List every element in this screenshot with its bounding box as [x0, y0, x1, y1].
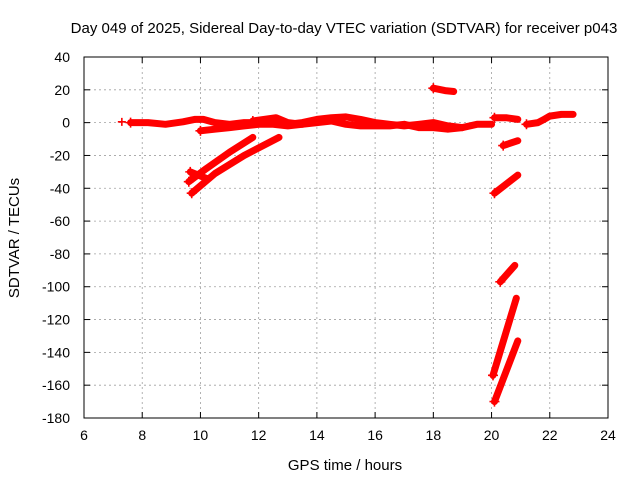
- y-tick-label: 40: [54, 49, 70, 65]
- chart-title: Day 049 of 2025, Sidereal Day-to-day VTE…: [71, 20, 618, 37]
- x-axis-label: GPS time / hours: [288, 457, 402, 474]
- axis-ticks: [83, 56, 609, 419]
- series-baseline-b: [195, 117, 466, 136]
- data-trace: [496, 261, 519, 286]
- y-axis-label: SDTVAR / TECUs: [6, 178, 23, 298]
- series-steep-2: [489, 337, 522, 407]
- x-tick-label: 14: [309, 427, 325, 443]
- y-tick-label: -20: [50, 147, 70, 163]
- trace-end-marker: [521, 119, 532, 130]
- data-trace: [186, 168, 210, 182]
- x-tick-label: 8: [138, 427, 146, 443]
- series-ramp-3: [185, 166, 210, 182]
- x-tick-label: 20: [484, 427, 500, 443]
- trace-end-marker: [498, 140, 509, 151]
- y-tick-label: 0: [62, 115, 70, 131]
- trace-end-marker: [185, 166, 196, 177]
- y-tick-label: -60: [50, 213, 70, 229]
- y-tick-labels: 40 20 0 -20 -40 -60 -80 -100 -120 -140 -160 -180: [42, 49, 70, 426]
- data-trace: [188, 133, 283, 197]
- data-trace: [196, 117, 466, 135]
- x-tick-labels: 6 8 10 12 14 16 18 20 22 24: [80, 427, 616, 443]
- series-baseline-e: [521, 110, 577, 130]
- data-trace: [489, 294, 520, 379]
- data-trace: [499, 137, 522, 150]
- series-ramp-4: [489, 171, 522, 199]
- trace-end-marker: [489, 188, 500, 199]
- data-trace: [491, 171, 522, 197]
- series-steep-1: [488, 294, 520, 381]
- trace-end-marker: [489, 112, 500, 123]
- series-baseline-d: [489, 112, 522, 123]
- grid-lines: [84, 57, 608, 418]
- series-baseline-c: [247, 114, 306, 128]
- series-segment-1: [498, 137, 522, 151]
- y-tick-label: -40: [50, 180, 70, 196]
- x-tick-label: 12: [251, 427, 267, 443]
- y-tick-label: -120: [42, 312, 70, 328]
- series-ramp-5: [495, 261, 519, 287]
- x-tick-label: 6: [80, 427, 88, 443]
- series-high-arc: [428, 83, 458, 95]
- x-tick-label: 16: [367, 427, 383, 443]
- data-point-marker: [117, 117, 126, 126]
- trace-end-marker: [125, 117, 136, 128]
- x-tick-label: 22: [542, 427, 558, 443]
- y-tick-label: -80: [50, 246, 70, 262]
- trace-end-marker: [488, 370, 499, 381]
- plot-frame: [83, 56, 609, 419]
- trace-end-marker: [183, 176, 194, 187]
- trace-end-marker: [489, 396, 500, 407]
- trace-end-marker: [195, 125, 206, 136]
- y-tick-label: -160: [42, 377, 70, 393]
- x-tick-label: 24: [600, 427, 616, 443]
- y-tick-label: -180: [42, 410, 70, 426]
- data-trace: [491, 337, 522, 406]
- data-trace: [249, 114, 306, 128]
- x-tick-label: 18: [426, 427, 442, 443]
- y-tick-label: 20: [54, 82, 70, 98]
- data-series: [117, 83, 577, 407]
- trace-end-marker: [247, 115, 258, 126]
- trace-end-marker: [428, 83, 439, 94]
- trace-end-marker: [186, 188, 197, 199]
- series-isolated-point: [117, 117, 126, 126]
- y-tick-label: -140: [42, 344, 70, 360]
- x-tick-label: 10: [193, 427, 209, 443]
- data-trace: [429, 84, 458, 95]
- trace-end-marker: [495, 276, 506, 287]
- data-trace: [523, 110, 577, 128]
- y-tick-label: -100: [42, 279, 70, 295]
- series-ramp-2: [186, 133, 283, 199]
